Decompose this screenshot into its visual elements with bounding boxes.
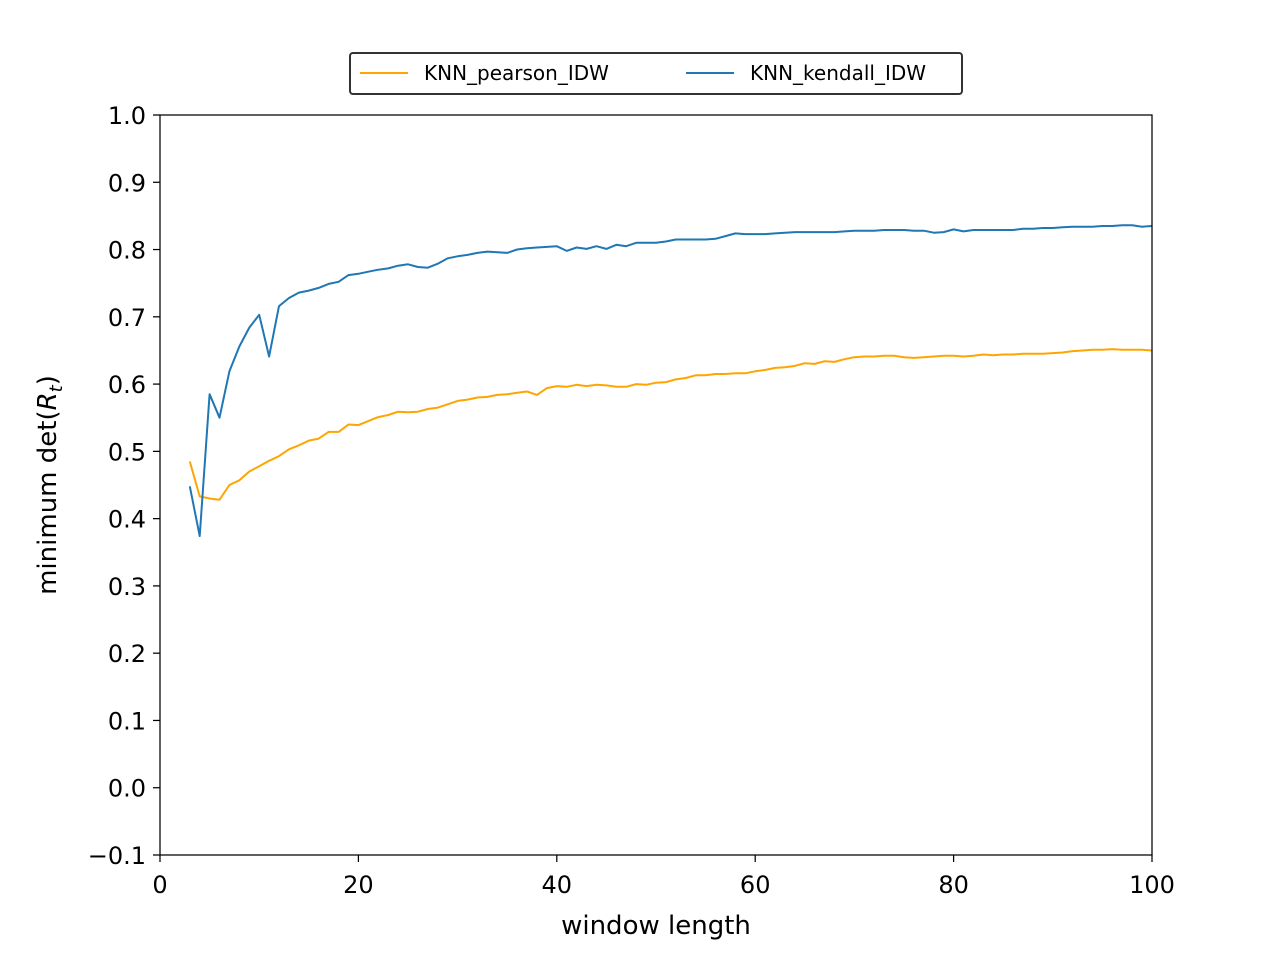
x-tick-label: 60 — [740, 871, 771, 899]
x-axis-label: window length — [561, 911, 751, 941]
legend: KNN_pearson_IDW KNN_kendall_IDW — [349, 52, 963, 95]
x-tick-label: 80 — [938, 871, 969, 899]
y-tick-label: 0.6 — [108, 371, 146, 399]
x-tick-label: 40 — [542, 871, 573, 899]
series-line-knn-kendall-idw — [188, 224, 1153, 538]
series-layer — [188, 224, 1153, 538]
y-tick-label: 0.7 — [108, 304, 146, 332]
y-tick-label: 0.5 — [108, 438, 146, 466]
legend-box — [349, 52, 963, 95]
y-tick-label: 0.2 — [108, 640, 146, 668]
y-tick-label: 0.4 — [108, 506, 146, 534]
x-tick-label: 20 — [343, 871, 374, 899]
y-tick-label: 0.1 — [108, 707, 146, 735]
series-line-knn-pearson-idw — [188, 348, 1153, 501]
x-tick-label: 0 — [152, 871, 167, 899]
legend-label-pearson: KNN_pearson_IDW — [424, 61, 609, 85]
legend-label-kendall: KNN_kendall_IDW — [750, 61, 926, 85]
x-axis: 0 20 40 60 80 100 — [152, 855, 1175, 899]
x-tick-label: 100 — [1129, 871, 1175, 899]
plot-frame — [159, 114, 1153, 856]
y-axis: −0.1 0.0 0.1 0.2 0.3 0.4 0.5 0.6 0.7 0.8 0.9 1.0 — [88, 102, 160, 870]
y-tick-label: 0.0 — [108, 775, 146, 803]
y-axis-label: minimum det(Rt) — [33, 375, 67, 595]
y-tick-label: 0.9 — [108, 169, 146, 197]
y-tick-label: −0.1 — [88, 842, 146, 870]
y-tick-label: 0.8 — [108, 237, 146, 265]
y-tick-label: 1.0 — [108, 102, 146, 130]
y-tick-label: 0.3 — [108, 573, 146, 601]
